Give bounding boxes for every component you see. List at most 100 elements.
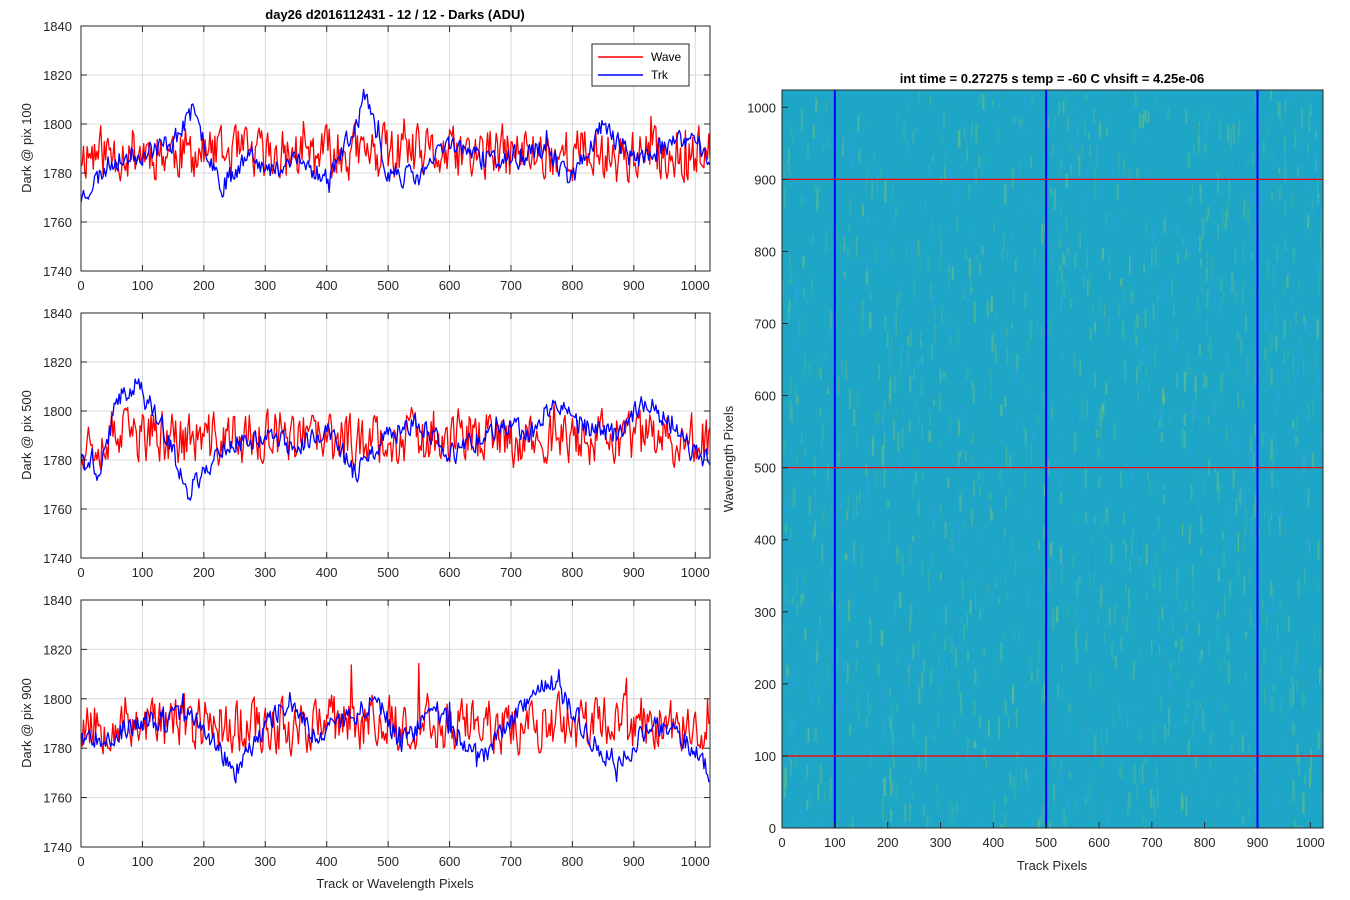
heatmap-streak xyxy=(1098,408,1101,427)
heatmap-streak xyxy=(999,350,1002,368)
heatmap-streak xyxy=(1205,119,1208,139)
heatmap-streak xyxy=(961,330,964,340)
heatmap-streak xyxy=(1246,524,1249,546)
heatmap-streak xyxy=(873,450,876,457)
heatmap-streak xyxy=(892,730,894,746)
heatmap-streak xyxy=(940,240,943,255)
heatmap-streak xyxy=(1317,540,1320,560)
heatmap-streak xyxy=(998,717,1000,739)
heatmap-streak xyxy=(1292,135,1294,151)
heatmap-streak xyxy=(1171,278,1173,297)
heatmap-streak xyxy=(970,287,973,294)
heatmap-streak xyxy=(1242,484,1245,505)
heatmap-streak xyxy=(1136,366,1138,383)
heatmap-streak xyxy=(884,570,887,593)
heatmap-streak xyxy=(827,531,830,550)
heatmap-streak xyxy=(928,390,931,405)
heatmap-streak xyxy=(1185,178,1188,193)
heatmap-streak xyxy=(852,541,856,564)
heatmap-streak xyxy=(1314,626,1316,644)
heatmap-streak xyxy=(1221,438,1224,458)
heatmap-streak xyxy=(1024,369,1027,390)
heatmap-streak xyxy=(1255,360,1257,381)
heatmap-streak xyxy=(802,783,804,794)
heatmap-streak xyxy=(1312,198,1314,210)
heatmap-streak xyxy=(990,784,993,799)
heatmap-streak xyxy=(791,484,793,504)
heatmap-streak xyxy=(1145,544,1148,566)
heatmap-streak xyxy=(1001,91,1004,105)
heatmap-streak xyxy=(1311,396,1314,418)
heatmap-streak xyxy=(790,161,793,171)
heatmap-streak xyxy=(1140,419,1143,431)
heatmap-streak xyxy=(940,133,943,145)
heatmap-streak xyxy=(1060,234,1062,249)
heatmap-streak xyxy=(942,574,945,593)
heatmap-streak xyxy=(1211,596,1213,618)
heatmap-streak xyxy=(1183,431,1186,449)
heatmap-streak xyxy=(1074,630,1078,650)
heatmap-streak xyxy=(1224,137,1227,158)
heatmap-streak xyxy=(838,129,841,151)
heatmap-streak xyxy=(784,170,788,178)
heatmap-streak xyxy=(825,578,827,595)
heatmap-streak xyxy=(883,467,886,488)
heatmap-streak xyxy=(971,455,974,466)
heatmap-streak xyxy=(1301,491,1303,506)
heatmap-streak xyxy=(1157,751,1160,771)
heatmap-streak xyxy=(1207,342,1209,351)
heatmap-streak xyxy=(1025,665,1028,684)
heatmap-streak xyxy=(1254,563,1257,582)
heatmap-streak xyxy=(1019,118,1021,128)
heatmap-streak xyxy=(1007,256,1011,265)
heatmap-streak xyxy=(1178,651,1180,666)
heatmap-streak xyxy=(1162,388,1164,403)
heatmap-streak xyxy=(890,718,893,736)
heatmap-streak xyxy=(857,240,859,260)
heatmap-streak xyxy=(949,519,951,527)
heatmap-streak xyxy=(1257,472,1260,490)
heatmap-streak xyxy=(874,253,877,266)
heatmap-streak xyxy=(1200,258,1202,268)
heatmap-streak xyxy=(1210,432,1212,451)
heatmap-streak xyxy=(1013,288,1016,311)
heatmap-streak xyxy=(948,327,952,339)
heatmap-streak xyxy=(891,301,893,315)
heatmap-streak xyxy=(998,224,1001,235)
heatmap-streak xyxy=(791,780,794,789)
heatmap-streak xyxy=(1190,817,1194,828)
heatmap-streak xyxy=(1265,314,1268,331)
heatmap-streak xyxy=(1254,368,1256,386)
heatmap-streak xyxy=(1253,657,1256,678)
heatmap-streak xyxy=(883,727,886,747)
heatmap-streak xyxy=(1041,577,1043,588)
heatmap-streak xyxy=(898,592,902,609)
heatmap-streak xyxy=(1009,454,1012,470)
heatmap-streak xyxy=(1070,297,1073,309)
heatmap-streak xyxy=(1175,373,1178,388)
heatmap-streak xyxy=(1083,143,1085,162)
heatmap-streak xyxy=(1273,537,1275,545)
heatmap-streak xyxy=(1298,755,1300,776)
heatmap-streak xyxy=(1202,310,1205,328)
heatmap-streak xyxy=(1062,411,1065,422)
heatmap-streak xyxy=(1277,608,1279,630)
heatmap-streak xyxy=(903,347,906,359)
heatmap-streak xyxy=(1065,173,1068,188)
heatmap-streak xyxy=(951,589,953,610)
heatmap-streak xyxy=(1266,512,1269,531)
heatmap-streak xyxy=(847,565,851,587)
heatmap-streak xyxy=(1062,643,1064,665)
heatmap-streak xyxy=(1296,669,1298,686)
heatmap-streak xyxy=(951,266,954,280)
heatmap-streak xyxy=(1113,659,1117,680)
heatmap-streak xyxy=(1247,783,1249,795)
heatmap-streak xyxy=(1304,318,1306,331)
heatmap-streak xyxy=(1303,315,1305,323)
heatmap-streak xyxy=(1142,433,1145,454)
heatmap-streak xyxy=(978,155,981,167)
heatmap-streak xyxy=(1314,350,1317,365)
heatmap-streak xyxy=(924,752,927,773)
heatmap-streak xyxy=(946,283,948,295)
heatmap-streak xyxy=(1254,423,1256,437)
